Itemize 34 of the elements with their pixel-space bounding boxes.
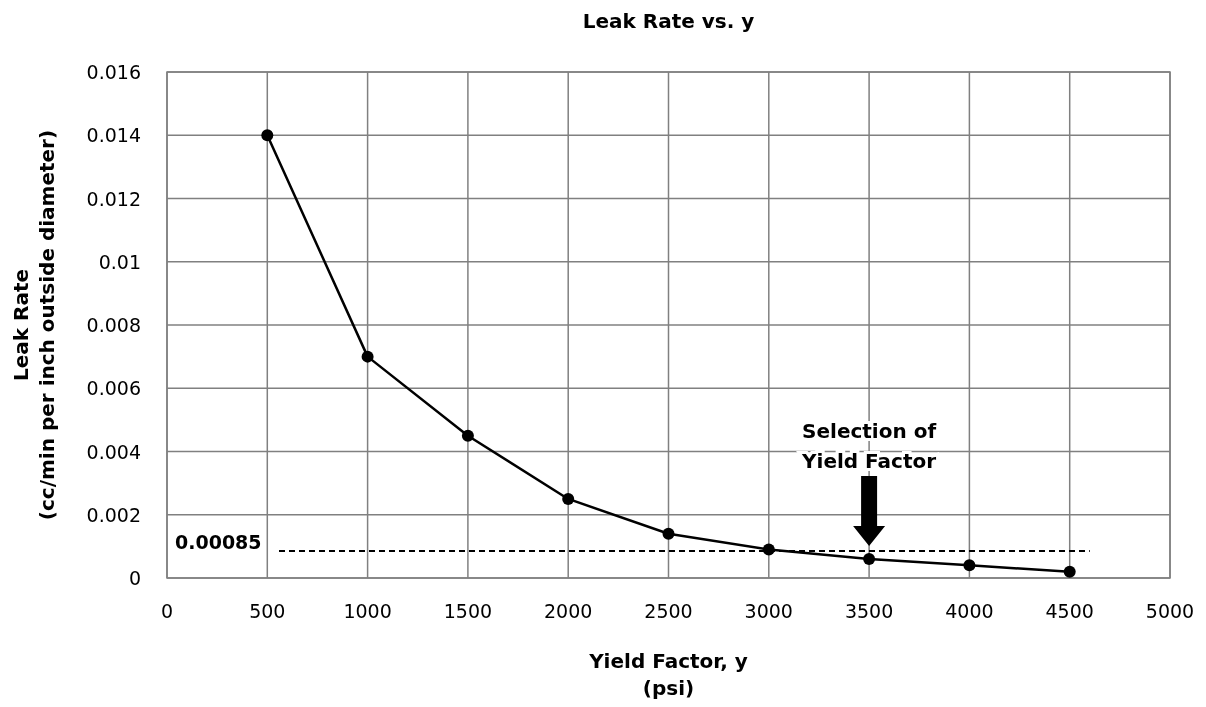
y-tick-label: 0.014 [86,124,141,147]
x-tick-label: 1500 [443,600,493,622]
x-axis-title: Yield Factor, y (psi) [588,649,748,700]
point [963,559,976,572]
y-tick-label: 0.016 [86,61,141,83]
x-tick-label: 3500 [844,600,894,622]
x-tick-label: 2500 [644,600,693,622]
point [361,350,374,363]
y-tick-label: 0.004 [86,440,141,463]
y-tick-label: 0.002 [86,503,141,526]
x-tick-label: 4500 [1045,600,1094,622]
point [863,553,876,566]
point [762,543,775,556]
point [662,527,675,540]
ref-line-label: 0.00085 [175,531,262,554]
y-tick-label: 0.006 [86,377,141,400]
y-tick-label: 0 [128,567,141,589]
point [261,129,274,142]
x-tick-label: 4000 [945,600,994,622]
x-tick-label: 5000 [1145,600,1195,622]
point [461,429,474,442]
x-tick-label: 0 [160,600,174,622]
y-tick-label: 0.008 [86,314,141,336]
y-tick-label: 0.01 [98,250,141,273]
y-axis-title: Leak Rate (cc/min per inch outside diameter) [9,129,59,521]
annotation: Selection of Yield Factor [801,419,937,473]
x-tick-label: 500 [249,600,286,622]
chart-title: Leak Rate vs. y [582,9,755,33]
x-tick-label: 1000 [343,600,392,622]
point [1063,565,1076,578]
point [562,492,575,505]
y-tick-label: 0.012 [86,187,141,210]
x-tick-label: 3000 [744,600,793,622]
x-tick-label: 2000 [544,600,593,622]
